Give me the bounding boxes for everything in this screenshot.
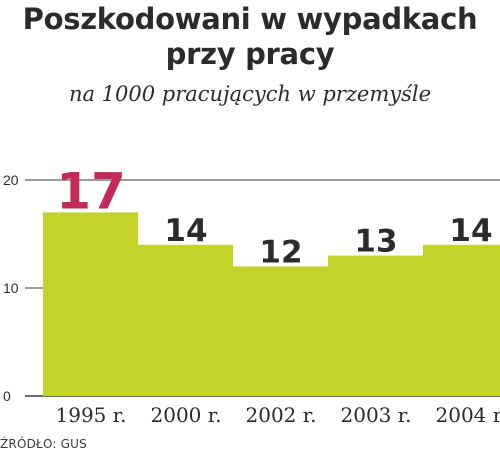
y-tick-label: 10 (3, 280, 19, 296)
bar-value-label: 13 (354, 224, 397, 260)
chart-title-line-1: Poszkodowani w wypadkach (22, 2, 478, 36)
chart-title: Poszkodowani w wypadkach przy pracy (0, 2, 500, 72)
x-category-label: 1995 r. (56, 403, 127, 427)
bar (233, 266, 328, 396)
chart-title-line-2: przy pracy (165, 37, 335, 71)
y-tick-label: 20 (3, 172, 19, 188)
bar (423, 244, 500, 396)
y-tick-label: 0 (3, 388, 11, 404)
source-note: ŹRÓDŁO: GUS (0, 437, 87, 451)
x-category-label: 2000 r. (151, 403, 222, 427)
bar (328, 255, 423, 396)
x-axis-labels: 1995 r. 2000 r. 2002 r. 2003 r. 2004 r. (56, 403, 500, 427)
x-category-label: 2004 r. (436, 403, 500, 427)
value-labels: 17 14 12 13 14 (56, 162, 492, 270)
bar-value-label: 14 (449, 213, 492, 249)
chart-subtitle: na 1000 pracujących w przemyśle (68, 82, 432, 106)
bar-value-label: 14 (164, 213, 207, 249)
y-axis-ticks: 0 10 20 (3, 172, 19, 404)
bars (43, 212, 500, 396)
bar-value-label: 17 (56, 162, 126, 220)
bar (138, 244, 233, 396)
bar (43, 212, 138, 396)
bar-value-label: 12 (259, 234, 302, 270)
x-category-label: 2003 r. (341, 403, 412, 427)
x-category-label: 2002 r. (246, 403, 317, 427)
